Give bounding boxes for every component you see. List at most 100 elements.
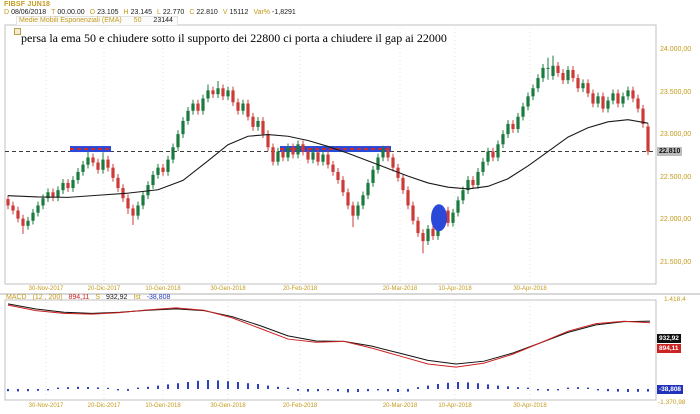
candle-body [601,96,605,109]
candle-body [56,190,60,198]
price-axis-tick-label: 21.500,00 [660,258,692,266]
candle-body [176,134,180,148]
candle-body [6,199,10,206]
date-axis-label: 10-Apr-2018 [438,286,472,292]
quote-field-t: T 00.00.00 [51,9,85,16]
quote-field-var: Var% -1,8291 [253,9,295,16]
candle-body [286,147,290,158]
candle-body [636,98,640,109]
candle-body [156,167,160,175]
candle-body [576,78,580,89]
quote-field-value: 08/06/2018 [11,9,47,16]
candle-body [76,171,80,180]
candle-body [241,103,245,111]
candle-body [111,167,115,178]
candle-body [446,210,450,223]
candle-body [631,90,635,99]
date-axis-label: 30-Apr-2018 [513,403,547,409]
candle-body [346,192,350,206]
macd-signal-value: 932,92 [105,294,128,301]
candle-body [606,100,610,109]
price-axis-tick-label: 24.000,00 [660,46,692,54]
drawn-resistance-bar[interactable] [70,146,111,153]
candle-body [591,93,595,104]
candle-body [201,98,205,111]
candles-group [6,55,650,254]
candle-body [586,83,590,94]
candle-body [526,96,530,107]
candle-body [21,218,25,226]
candle-body [256,120,260,127]
candle-body [331,164,335,172]
candle-body [26,220,30,226]
date-axis-label: 10-Gen-2018 [145,286,181,292]
candle-body [626,90,630,97]
candle-body [16,210,20,219]
candle-body [51,192,55,198]
quote-field-label: T [51,9,56,16]
ema-period: 50 [133,17,142,24]
candle-body [301,144,305,152]
ellipse-highlight-annotation[interactable] [431,204,447,232]
candle-body [616,93,620,104]
macd-histogram [7,380,649,393]
candle-body [381,149,385,158]
candle-body [36,205,40,213]
candle-body [11,205,15,211]
candle-body [266,134,270,148]
candle-body [186,110,190,121]
date-axis-label: 20-Feb-2018 [282,286,318,292]
quote-field-label: L [157,9,161,16]
macd-hist-label: Ist [133,294,141,301]
price-axis-tick-label: 23.000,00 [660,131,692,139]
date-axis-label: 10-Gen-2018 [145,403,181,409]
macd-value-box: 894,11 [657,344,681,353]
candle-body [481,161,485,172]
candle-body [361,195,365,206]
candle-body [86,157,90,165]
candle-body [151,174,155,186]
candle-body [46,192,50,199]
quote-field-label: O [89,9,96,16]
candle-body [321,154,325,162]
chart-annotation-text[interactable]: persa la ema 50 e chiudere sotto il supp… [21,31,447,45]
candle-body [326,154,330,165]
macd-legend: MACD (12 , 200) 894,11 S 932,92 Ist -38,… [6,294,174,301]
candle-body [611,93,615,101]
macd-signal-label: S [95,294,101,301]
candle-body [271,147,275,162]
candle-body [521,106,525,117]
quote-field-o: O 23.105 [90,9,119,16]
candle-body [316,152,320,162]
candle-body [391,157,395,168]
annotation-drag-handle[interactable] [14,28,21,35]
candle-body [211,90,215,95]
candle-body [206,90,210,99]
candle-body [196,103,200,111]
candle-body [231,90,235,103]
candle-body [531,88,535,97]
last-price-box: 22.810 [657,147,683,156]
candle-body [516,116,520,130]
candle-body [621,96,625,104]
candle-body [491,151,495,158]
candle-body [126,198,130,209]
ema-indicator-row[interactable]: Medie Mobili Esponenziali (EMA) 50 23144 [16,16,178,26]
candle-body [401,177,405,191]
candle-body [451,212,455,223]
candle-body [501,134,505,145]
candle-body [486,151,490,162]
macd-axis-max-label: 1.418,4 [664,296,686,303]
candle-body [161,167,165,172]
quote-field-value: -1,8291 [272,9,296,16]
candle-body [281,151,285,158]
date-axis-label: 30-Gen-2018 [210,286,246,292]
quote-field-value: 15112 [229,9,249,16]
candle-body [311,152,315,160]
candle-body [471,179,475,186]
candle-body [276,151,280,162]
candle-body [561,72,565,81]
date-axis-label: 20-Dic-2017 [87,403,121,409]
